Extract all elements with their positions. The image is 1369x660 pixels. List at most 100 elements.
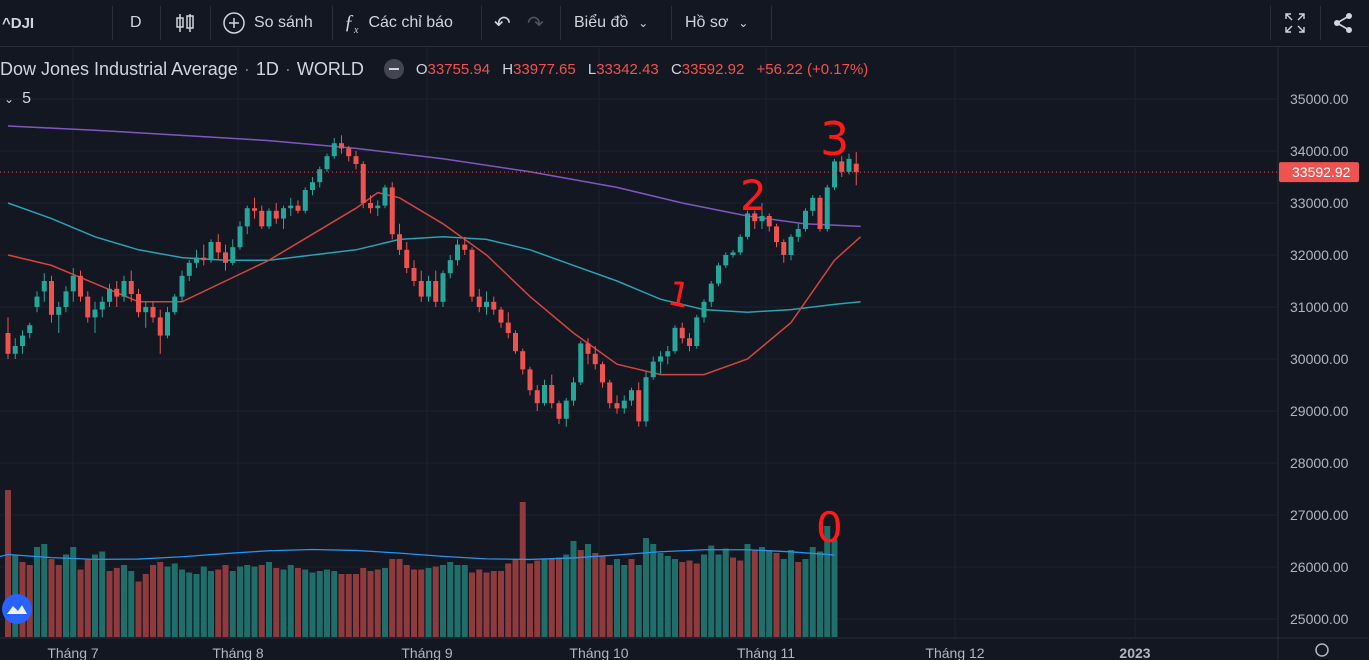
volume-bar	[751, 550, 758, 637]
candle-body	[252, 208, 257, 211]
annotation-3: 3	[820, 112, 849, 166]
candle-body	[150, 307, 156, 318]
candle-body	[237, 226, 243, 248]
volume-bar	[244, 565, 251, 637]
y-tick-label: 28000.00	[1290, 455, 1349, 471]
candle-body	[56, 307, 62, 315]
x-tick-label: Tháng 11	[737, 645, 795, 660]
volume-bar	[34, 547, 40, 637]
candle-body	[360, 164, 366, 203]
volume-bar	[614, 559, 620, 637]
candle-body	[839, 161, 845, 172]
volume-bar	[142, 574, 149, 637]
volume-bar	[179, 569, 185, 637]
volume-bar	[92, 554, 98, 637]
volume-bar	[411, 569, 417, 637]
volume-bar	[686, 560, 693, 637]
undo-icon[interactable]: ↶	[494, 12, 511, 35]
interval-button[interactable]: D	[130, 14, 142, 31]
volume-bar	[316, 571, 323, 637]
volume-bar	[447, 562, 454, 637]
candle-body	[687, 338, 692, 346]
indicators-button[interactable]: ƒx Các chỉ báo	[344, 0, 453, 46]
volume-bar	[461, 565, 468, 637]
candle-body	[469, 249, 475, 297]
chart-legend: Dow Jones Industrial Average · 1D · WORL…	[0, 58, 869, 79]
plus-circle-icon	[223, 12, 245, 34]
volume-bar	[193, 574, 200, 637]
volume-bar	[360, 568, 367, 637]
candle-body	[505, 322, 511, 333]
candle-body	[795, 229, 801, 237]
top-toolbar: ^DJI D So sánh ƒx Các chỉ báo ↶ ↷ Biểu đ…	[0, 0, 1369, 47]
volume-bar	[664, 556, 671, 637]
candle-body	[629, 390, 634, 401]
volume-bar	[722, 548, 729, 637]
candle-body	[621, 400, 627, 409]
volume-bar	[353, 574, 359, 637]
candle-body	[404, 249, 410, 268]
annotation-0: 0	[816, 503, 843, 552]
candle-body	[230, 247, 236, 263]
candle-body	[433, 281, 439, 302]
volume-bar	[628, 559, 635, 637]
candle-body	[194, 257, 199, 263]
candle-body	[542, 385, 547, 404]
market-status-icon[interactable]	[383, 59, 404, 79]
volume-bar	[403, 565, 410, 637]
candle-body	[5, 333, 11, 354]
candle-body	[803, 210, 808, 229]
volume-bar	[490, 571, 497, 637]
candle-body	[273, 210, 279, 219]
candle-body	[136, 294, 141, 313]
volume-bar	[824, 526, 831, 637]
share-icon[interactable]	[1332, 0, 1354, 46]
candle-body	[766, 216, 772, 227]
volume-bar	[63, 554, 69, 637]
volume-bar	[418, 569, 425, 637]
y-tick-label: 30000.00	[1290, 351, 1349, 367]
volume-bar	[759, 547, 765, 637]
candle-style-icon[interactable]	[174, 0, 196, 46]
candle-body	[824, 187, 830, 229]
volume-bar	[788, 550, 794, 637]
redo-icon[interactable]: ↷	[527, 12, 544, 35]
ma-short-line	[7, 191, 862, 376]
indicators-collapse-button[interactable]: ⌄ 5	[0, 88, 35, 110]
volume-bar	[237, 566, 243, 637]
volume-bar	[679, 562, 686, 637]
volume-bar	[251, 566, 258, 637]
last-price-label: 33592.92	[1292, 164, 1351, 180]
candle-body	[49, 281, 54, 315]
profile-menu-label: Hồ sơ	[685, 14, 729, 31]
volume-bar	[425, 568, 432, 637]
volume-bar	[657, 553, 664, 637]
volume-bar	[635, 565, 642, 637]
volume-bar	[229, 571, 236, 637]
chevron-down-icon: ⌄	[638, 16, 649, 30]
fullscreen-icon[interactable]	[1284, 0, 1306, 46]
candle-body	[302, 190, 308, 211]
settings-gear-icon[interactable]	[1315, 643, 1329, 657]
y-tick-label: 26000.00	[1290, 559, 1349, 575]
volume-bar	[84, 559, 91, 637]
volume-bar	[592, 553, 599, 637]
volume-bar	[737, 560, 744, 637]
volume-bar	[476, 569, 483, 637]
candle-body	[310, 182, 315, 190]
chevron-down-icon: ⌄	[4, 92, 15, 106]
symbol-search[interactable]: ^DJI	[2, 14, 35, 32]
profile-menu-button[interactable]: Hồ sơ ⌄	[685, 0, 748, 46]
volume-bar	[715, 554, 722, 637]
divider	[771, 6, 772, 40]
compare-button[interactable]: So sánh	[222, 0, 313, 46]
candle-body	[788, 236, 794, 255]
annotation-2: 2	[740, 171, 767, 220]
chart-menu-button[interactable]: Biểu đồ ⌄	[574, 0, 648, 46]
candle-body	[476, 296, 482, 307]
volume-bar	[164, 566, 171, 637]
volume-bar	[483, 572, 490, 637]
volume-bar	[287, 565, 294, 637]
tradingview-logo-icon[interactable]	[2, 594, 32, 624]
